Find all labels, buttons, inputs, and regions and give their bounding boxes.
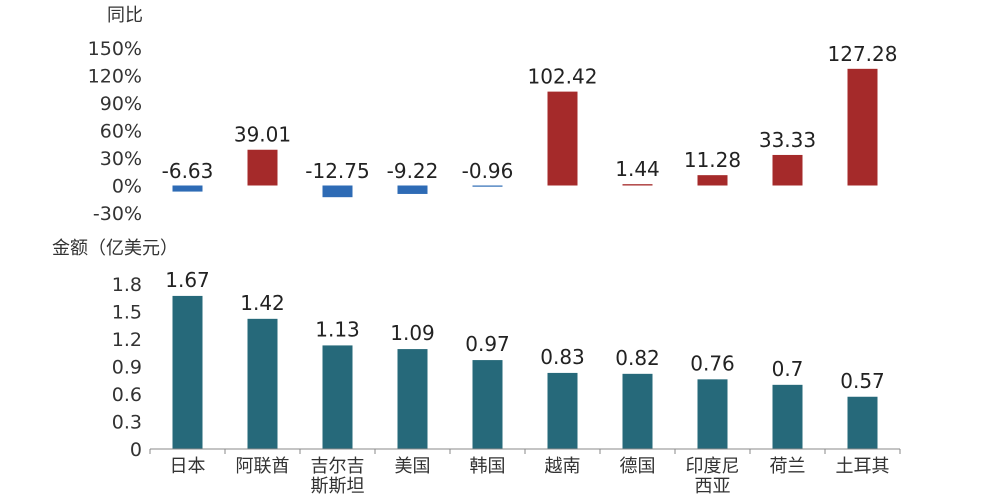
- category-label: 越南: [545, 456, 581, 477]
- amount-bar: [772, 384, 803, 449]
- yoy-bar: [397, 185, 428, 194]
- category-label: 日本: [170, 456, 206, 477]
- amount-bar: [172, 295, 203, 449]
- yoy-data-label: -12.75: [305, 159, 369, 183]
- top-y-tick-label: 0%: [112, 176, 142, 198]
- yoy-data-label: 127.28: [828, 42, 898, 66]
- yoy-bar: [847, 68, 878, 186]
- top-y-tick-label: -30%: [93, 203, 142, 225]
- amount-data-label: 0.97: [465, 332, 510, 356]
- amount-data-label: 0.57: [840, 369, 885, 393]
- yoy-data-label: 1.44: [615, 157, 660, 181]
- category-label: 吉尔吉: [311, 456, 365, 477]
- yoy-bar: [547, 91, 578, 186]
- top-y-tick-label: 150%: [88, 38, 142, 60]
- yoy-data-label: -9.22: [387, 159, 439, 183]
- amount-data-label: 1.42: [240, 291, 285, 315]
- yoy-data-label: 39.01: [234, 123, 291, 147]
- amount-bar: [397, 349, 428, 449]
- category-label: 韩国: [470, 456, 506, 477]
- category-label: 土耳其: [836, 456, 890, 477]
- category-label: 印度尼: [686, 456, 740, 477]
- category-label: 德国: [620, 456, 656, 477]
- amount-bar: [322, 345, 353, 449]
- bottom-y-tick-label: 0.9: [112, 357, 142, 379]
- amount-bar: [847, 396, 878, 449]
- top-y-axis-title: 同比: [107, 5, 143, 26]
- category-label: 美国: [395, 456, 431, 477]
- top-y-tick-label: 30%: [100, 148, 142, 170]
- amount-data-label: 0.7: [772, 357, 804, 381]
- amount-data-label: 0.76: [690, 351, 735, 375]
- yoy-data-label: 102.42: [528, 65, 598, 89]
- category-label: 斯斯坦: [311, 476, 365, 497]
- yoy-data-label: -0.96: [462, 159, 514, 183]
- bottom-y-tick-label: 0.3: [112, 412, 142, 434]
- yoy-data-label: 33.33: [759, 128, 816, 152]
- bottom-y-tick-label: 1.2: [112, 329, 142, 351]
- yoy-data-label: 11.28: [684, 148, 741, 172]
- amount-bar: [472, 360, 503, 449]
- top-y-tick-label: 90%: [100, 93, 142, 115]
- amount-bar: [622, 373, 653, 449]
- yoy-bar: [247, 149, 278, 186]
- category-label: 荷兰: [770, 456, 806, 477]
- amount-data-label: 0.83: [540, 345, 585, 369]
- bottom-y-tick-label: 1.8: [112, 274, 142, 296]
- amount-bar: [697, 379, 728, 449]
- bottom-y-axis-title: 金额（亿美元）: [52, 238, 178, 259]
- amount-bar: [547, 372, 578, 449]
- amount-bar: [247, 318, 278, 449]
- amount-data-label: 0.82: [615, 346, 660, 370]
- bottom-y-tick-label: 1.5: [112, 302, 142, 324]
- yoy-bar: [622, 184, 653, 186]
- amount-data-label: 1.09: [390, 321, 435, 345]
- yoy-bar: [472, 185, 503, 187]
- yoy-bar: [322, 185, 353, 198]
- amount-data-label: 1.13: [315, 317, 360, 341]
- category-label: 西亚: [695, 476, 731, 497]
- amount-data-label: 1.67: [165, 268, 210, 292]
- yoy-bar: [172, 185, 203, 192]
- yoy-bar: [697, 175, 728, 186]
- yoy-bar: [772, 154, 803, 186]
- top-y-tick-label: 120%: [88, 66, 142, 88]
- top-y-tick-label: 60%: [100, 121, 142, 143]
- yoy-data-label: -6.63: [162, 159, 214, 183]
- bottom-y-tick-label: 0.6: [112, 384, 142, 406]
- category-label: 阿联酋: [236, 456, 290, 477]
- bottom-y-tick-label: 0: [130, 439, 142, 461]
